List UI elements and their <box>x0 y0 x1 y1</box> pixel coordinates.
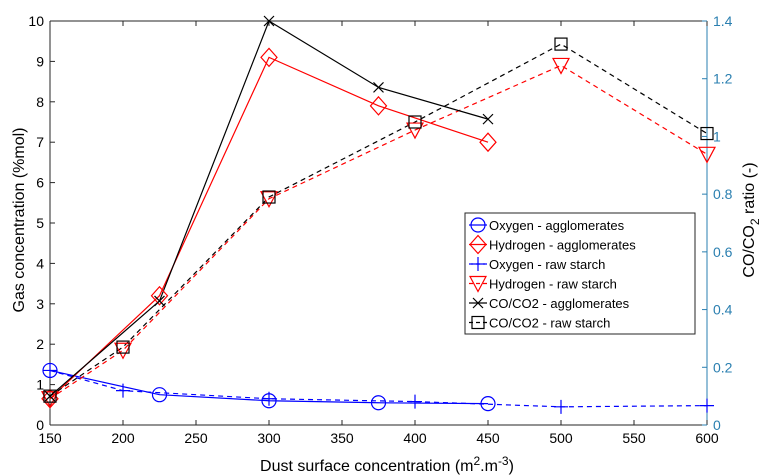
y-right-tick-label: 0.8 <box>713 186 733 202</box>
legend-entry-label: CO/CO2 - agglomerates <box>489 296 630 311</box>
legend-entry-label: Oxygen - agglomerates <box>489 218 625 233</box>
data-point-2 <box>408 394 422 409</box>
y-left-tick-label: 8 <box>36 94 44 110</box>
data-point-4 <box>263 15 275 27</box>
y-left-tick-label: 4 <box>36 255 44 271</box>
series-markers <box>41 15 716 414</box>
y-right-axis-ticks: 0 0.2 0.4 0.6 0.8 1 1.2 1.4 <box>702 13 733 433</box>
y-left-tick-label: 5 <box>36 215 44 231</box>
y-left-tick-label: 10 <box>28 13 44 29</box>
x-tick-label: 400 <box>403 430 427 446</box>
legend-entry-label: Hydrogen - raw starch <box>489 277 617 292</box>
data-point-5 <box>700 126 714 141</box>
y-left-tick-label: 6 <box>36 175 44 191</box>
x-tick-label: 300 <box>257 430 281 446</box>
data-point-0 <box>370 395 387 411</box>
data-point-3 <box>698 146 716 164</box>
data-point-1 <box>369 95 388 116</box>
legend-entry-label: Hydrogen - agglomerates <box>489 238 636 253</box>
series-line-3 <box>49 64 708 400</box>
x-tick-label: 450 <box>476 430 500 446</box>
y-left-tick-label: 2 <box>36 336 44 352</box>
y-right-axis-label: CO/CO2 ratio (-) <box>741 162 762 277</box>
legend-marker <box>470 217 486 233</box>
y-left-tick-label: 1 <box>36 377 44 393</box>
legend-entry-label: CO/CO2 - raw starch <box>489 316 610 331</box>
data-point-3 <box>406 122 424 140</box>
legend-marker <box>471 315 485 330</box>
y-right-tick-label: 0.4 <box>713 302 733 318</box>
data-point-5 <box>262 190 276 204</box>
y-left-tick-label: 0 <box>36 417 44 433</box>
data-point-3 <box>114 342 132 360</box>
data-point-4 <box>482 113 494 125</box>
data-point-2 <box>700 398 714 413</box>
x-tick-label: 150 <box>38 430 62 446</box>
data-point-5 <box>408 115 422 129</box>
data-point-4 <box>154 295 165 307</box>
data-point-2 <box>262 391 276 406</box>
data-point-4 <box>44 390 56 402</box>
legend-marker <box>471 257 485 271</box>
data-point-2 <box>554 399 568 414</box>
data-point-5 <box>554 37 568 51</box>
data-point-0 <box>480 395 496 412</box>
x-axis-label: Dust surface concentration (m2.m-3) <box>260 454 514 475</box>
series-lines <box>49 20 708 408</box>
y-right-tick-label: 0.6 <box>713 244 733 260</box>
y-left-axis-label: Gas concentration (%mol) <box>11 128 28 313</box>
x-axis-ticks: 150 200 250 300 350 400 450 500 550 600 <box>38 21 719 446</box>
x-tick-label: 200 <box>111 430 135 446</box>
data-point-1 <box>260 47 278 68</box>
data-point-5 <box>116 340 130 354</box>
y-left-tick-label: 7 <box>36 134 44 150</box>
y-left-axis-ticks: 0 1 2 3 4 5 6 7 8 9 10 <box>28 13 55 433</box>
x-tick-label: 600 <box>695 430 719 446</box>
data-point-3 <box>552 57 570 75</box>
y-right-tick-label: 0 <box>713 417 721 433</box>
data-point-3 <box>260 191 278 209</box>
y-right-tick-label: 1.2 <box>713 71 733 87</box>
data-point-2 <box>116 383 130 398</box>
data-point-4 <box>373 81 384 93</box>
series-line-1 <box>49 56 489 400</box>
y-right-tick-label: 1 <box>713 128 721 144</box>
legend-entry-label: Oxygen - raw starch <box>489 257 605 272</box>
y-left-tick-label: 3 <box>36 296 44 312</box>
y-left-tick-label: 9 <box>36 53 44 69</box>
x-tick-label: 500 <box>549 430 573 446</box>
x-tick-label: 350 <box>330 430 354 446</box>
data-point-2 <box>43 363 57 378</box>
legend-marker <box>469 234 487 255</box>
legend-marker <box>469 275 487 293</box>
legend-marker <box>472 297 484 309</box>
legend-box <box>464 212 696 335</box>
data-point-5 <box>43 389 57 403</box>
x-tick-label: 550 <box>622 430 646 446</box>
data-point-1 <box>479 132 497 153</box>
data-point-0 <box>151 387 168 403</box>
data-point-3 <box>41 391 59 409</box>
series-line-2 <box>49 369 708 408</box>
legend: Oxygen - agglomerates Hydrogen - agglomer… <box>464 212 696 335</box>
y-right-tick-label: 0.2 <box>713 359 733 375</box>
data-point-1 <box>150 285 169 306</box>
series-line-4 <box>49 20 489 397</box>
y-right-tick-label: 1.4 <box>713 13 733 29</box>
x-tick-label: 250 <box>184 430 208 446</box>
series-line-5 <box>49 43 708 397</box>
